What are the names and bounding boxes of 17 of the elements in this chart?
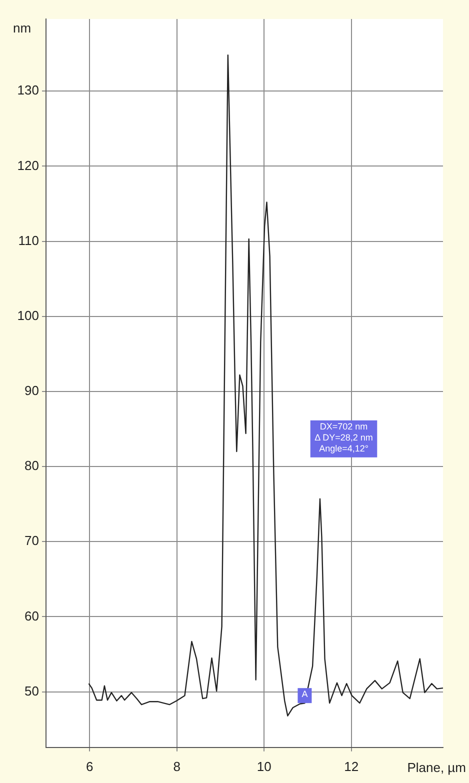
y-tick-label: 60 <box>24 608 39 624</box>
y-axis-title: nm <box>12 20 32 36</box>
y-tick-label: 90 <box>24 383 39 398</box>
y-tick-label: 110 <box>18 232 39 248</box>
annotation: DX=702 nm Δ DY=28,2 nm Angle=4,12° <box>314 421 373 454</box>
y-tick-label: 80 <box>24 458 39 474</box>
y-tick-label: 130 <box>17 82 39 98</box>
x-axis-title: Plane, µm <box>407 760 466 775</box>
y-tick-label: 70 <box>24 533 39 548</box>
annotation: A <box>302 689 308 700</box>
x-tick-label: 10 <box>256 758 272 774</box>
y-tick-label: 50 <box>24 683 39 698</box>
y-tick-label: 100 <box>17 308 39 323</box>
x-tick-label: 6 <box>86 758 94 774</box>
y-tick-label: 120 <box>17 158 39 173</box>
x-tick-label: 12 <box>344 758 359 774</box>
x-tick-label: 8 <box>173 758 180 774</box>
